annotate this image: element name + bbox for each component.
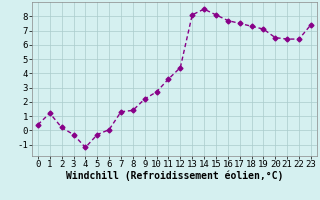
X-axis label: Windchill (Refroidissement éolien,°C): Windchill (Refroidissement éolien,°C) [66,171,283,181]
